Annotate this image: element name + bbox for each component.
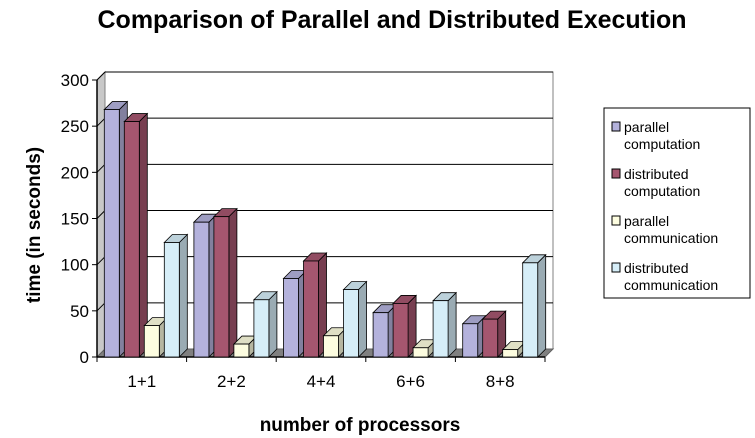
bar-front — [143, 325, 160, 358]
bar-front — [123, 121, 140, 358]
bar-front — [432, 300, 449, 358]
bar — [372, 303, 398, 358]
bar-front — [343, 289, 359, 358]
bar-side — [537, 253, 547, 358]
legend-swatch — [611, 215, 621, 226]
bar — [212, 207, 238, 358]
legend-label: communication — [624, 230, 718, 246]
bar-front — [323, 335, 339, 358]
bar-front — [482, 318, 499, 358]
bar — [123, 112, 149, 358]
bar-side — [447, 291, 457, 358]
bar — [192, 213, 218, 358]
gridline — [96, 163, 106, 173]
bar — [143, 316, 169, 358]
gridline — [96, 256, 106, 266]
bar-front — [253, 299, 270, 358]
bar — [252, 290, 278, 358]
gridline — [96, 210, 106, 219]
bar-front — [372, 312, 389, 358]
bar — [481, 310, 507, 358]
bar-front — [502, 349, 519, 358]
bar-side — [268, 290, 278, 358]
bar-side — [358, 280, 367, 358]
legend-label: distributed — [624, 260, 689, 276]
x-tick-label: 8+8 — [486, 372, 515, 391]
legend-swatch — [611, 262, 621, 273]
legend-label: computation — [624, 183, 700, 199]
y-axis-label: time (in seconds) — [24, 147, 45, 303]
legend-swatch — [611, 168, 621, 179]
legend-label: parallel — [624, 119, 669, 135]
legend-label: communication — [624, 277, 718, 293]
bar — [432, 291, 458, 358]
x-tick-label: 6+6 — [396, 372, 425, 391]
x-tick-label: 2+2 — [217, 372, 246, 391]
bar-front — [283, 278, 299, 358]
y-tick-label: 200 — [61, 163, 89, 182]
y-tick-label: 50 — [70, 302, 89, 321]
bar-front — [193, 221, 210, 358]
bar — [392, 294, 418, 358]
x-tick-label: 4+4 — [307, 372, 336, 391]
gridline — [96, 71, 106, 81]
bar-front — [233, 343, 250, 358]
gridline — [96, 117, 106, 127]
legend-label: distributed — [624, 166, 689, 182]
legend-swatch — [611, 121, 621, 132]
bar — [163, 233, 189, 358]
legend-label: parallel — [624, 213, 669, 229]
legend-label: computation — [624, 136, 700, 152]
bar-front — [392, 303, 409, 358]
gridline — [96, 302, 106, 312]
bar — [302, 252, 328, 358]
y-tick-label: 150 — [61, 210, 89, 229]
bar — [461, 314, 487, 358]
legend-box — [603, 107, 751, 299]
y-tick-label: 0 — [80, 348, 89, 367]
bar-side — [228, 207, 238, 358]
chart-title: Comparison of Parallel and Distributed E… — [98, 6, 687, 34]
bar — [521, 253, 547, 358]
plot-area: 0 50 100 150 200 250 300 1+1 2+2 4+4 6+6 8+8 — [61, 70, 555, 391]
bar-front — [303, 260, 319, 358]
bar-front — [103, 109, 120, 358]
bar — [103, 100, 129, 358]
bar — [322, 326, 348, 358]
x-axis-label: number of processors — [260, 415, 461, 436]
bar-front — [412, 347, 429, 358]
bar-front — [213, 216, 230, 358]
bar — [342, 280, 368, 358]
x-tick-label: 1+1 — [127, 372, 156, 391]
bar-front — [522, 262, 539, 358]
y-tick-label: 300 — [61, 71, 89, 90]
bar — [282, 269, 308, 358]
y-tick-label: 100 — [61, 256, 89, 275]
bar-front — [462, 323, 479, 358]
bar-front — [163, 242, 180, 358]
legend: parallelcomputationdistributedcomputatio… — [603, 107, 751, 299]
bar-side — [138, 112, 148, 358]
bar-side — [178, 233, 188, 358]
y-tick-label: 250 — [61, 117, 89, 136]
